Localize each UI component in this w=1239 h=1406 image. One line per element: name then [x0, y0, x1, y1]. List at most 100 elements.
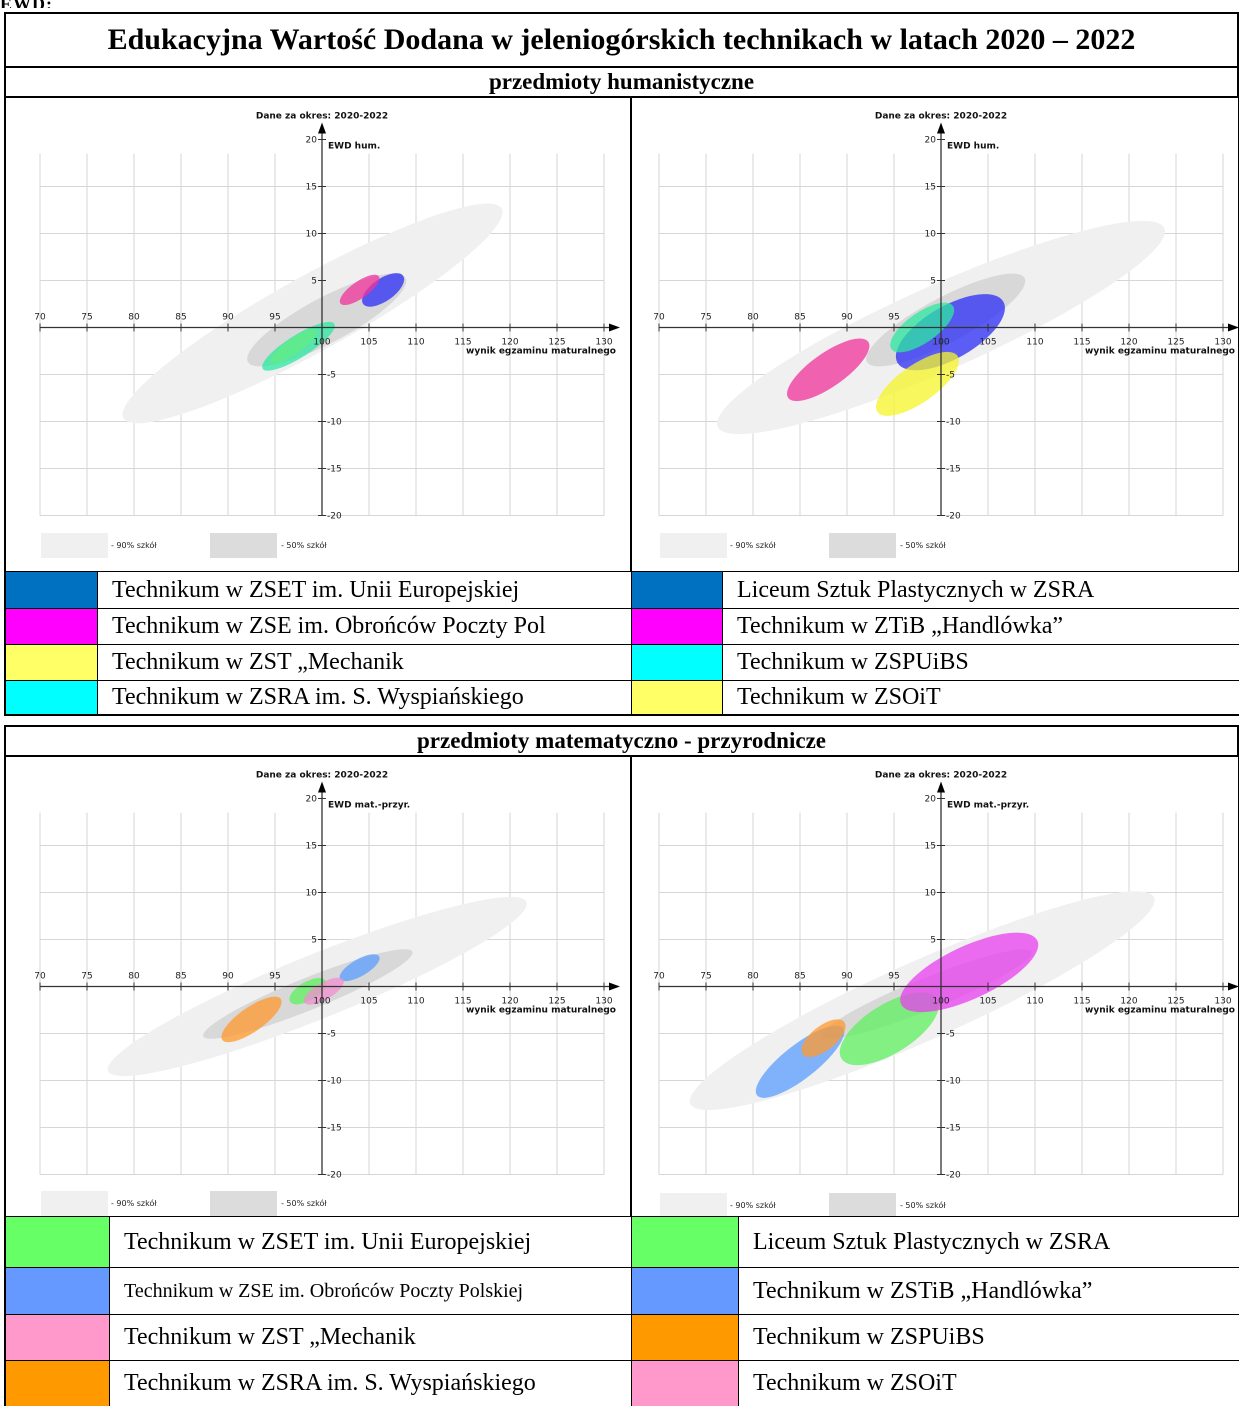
legend-row: Technikum w ZSRA im. S. Wyspiańskiego: [4, 1360, 631, 1406]
legend-label: Technikum w ZSE im. Obrońców Poczty Pols…: [124, 1279, 524, 1302]
x-tick-label: 120: [1120, 338, 1137, 348]
y-tick-label: 15: [925, 842, 936, 852]
y-tick-label: -5: [946, 371, 955, 381]
section-title-humanistic: przedmioty humanistyczne: [4, 66, 1239, 98]
chart-panel: 70 75 80 85 90 95 100 105 110 115 120 125 130 -20 -15-…: [631, 98, 1239, 571]
y-axis-arrow: [318, 122, 326, 134]
section-title-math: przedmioty matematyczno - przyrodnicze: [4, 725, 1239, 757]
legend-row: Technikum w ZSE im. Obrońców Poczty Pols…: [4, 1267, 631, 1314]
legend-label: Technikum w ZSET im. Unii Europejskiej: [112, 576, 520, 603]
x-tick-label: 85: [175, 313, 186, 323]
legend-label: Technikum w ZSRA im. S. Wyspiańskiego: [124, 1370, 536, 1396]
legend-row: Technikum w ZSE im. Obrońców Poczty Pol: [4, 608, 631, 644]
header-fragment: EWD:: [0, 0, 53, 8]
x-tick-label: 110: [1026, 997, 1043, 1007]
x-axis-label: wynik egzaminu maturalnego: [1085, 1006, 1235, 1016]
chart-panel: 70 75 80 85 90 95 100 105 110 115 120 125 130 -20 -15-…: [4, 98, 631, 571]
x-tick-label: 85: [794, 313, 805, 323]
legend-swatch: [632, 681, 723, 714]
legend-label: Technikum w ZSE im. Obrońców Poczty Pol: [112, 613, 546, 639]
y-tick-label: -20: [327, 512, 342, 522]
y-tick-label: -15: [946, 465, 961, 475]
x-tick-label: 80: [128, 313, 140, 323]
series-ellipse: [801, 1019, 846, 1058]
legend-50-label: - 50% szkół: [900, 540, 946, 550]
y-tick-label: -10: [327, 1077, 342, 1087]
legend-row: Technikum w ZST „Mechanik: [4, 644, 631, 680]
legend-row: Technikum w ZST „Mechanik: [4, 1314, 631, 1360]
series-ellipse: [362, 273, 405, 307]
legend-swatch: [632, 1315, 739, 1360]
y-tick-label: 20: [306, 795, 318, 805]
legend-swatch: [632, 1217, 739, 1267]
legend-swatch: [632, 645, 723, 680]
legend-90-swatch: [41, 533, 108, 558]
x-tick-label: 125: [548, 997, 565, 1007]
y-tick-label: 20: [306, 136, 318, 146]
x-tick-label: 75: [700, 972, 711, 982]
y-axis-arrow: [318, 781, 326, 793]
legend-swatch: [6, 609, 98, 644]
y-tick-label: -5: [327, 1030, 336, 1040]
chart-panel: 70 75 80 85 90 95 100 105 110 115 120 125 130 -20 -15-…: [4, 757, 631, 1216]
x-axis-label: wynik egzaminu maturalnego: [466, 1006, 616, 1016]
series-ellipse: [339, 274, 380, 306]
y-tick-label: 15: [925, 183, 936, 193]
series-ellipse: [262, 321, 335, 371]
chart-title: Dane za okres: 2020-2022: [875, 771, 1007, 781]
x-tick-label: 130: [1214, 338, 1231, 348]
x-tick-label: 70: [653, 313, 665, 323]
legend-label: Technikum w ZSTiB „Handlówka”: [753, 1277, 1093, 1304]
x-tick-label: 120: [501, 997, 518, 1007]
legend-label: Liceum Sztuk Plastycznych w ZSRA: [753, 1228, 1111, 1255]
y-tick-label: -5: [327, 371, 336, 381]
chart-title: Dane za okres: 2020-2022: [256, 112, 388, 122]
x-axis-arrow: [609, 323, 620, 332]
y-axis-label: EWD mat.-przyr.: [947, 801, 1029, 811]
legend-90-label: - 90% szkół: [730, 1200, 776, 1210]
legend-swatch: [6, 681, 98, 714]
y-tick-label: -15: [946, 1124, 961, 1134]
x-tick-label: 80: [747, 313, 759, 323]
x-tick-label: 115: [454, 338, 471, 348]
legend-label: Liceum Sztuk Plastycznych w ZSRA: [737, 576, 1095, 603]
legend-50-label: - 50% szkół: [281, 540, 327, 550]
x-axis-label: wynik egzaminu maturalnego: [1085, 347, 1235, 357]
series-ellipse: [303, 977, 344, 1005]
x-tick-label: 75: [700, 313, 711, 323]
series-ellipse: [221, 996, 282, 1043]
series-ellipse: [787, 338, 870, 402]
legend-swatch: [6, 1268, 110, 1314]
x-tick-label: 70: [653, 972, 665, 982]
y-tick-label: 15: [306, 842, 317, 852]
series-ellipse: [900, 932, 1039, 1013]
y-tick-label: -15: [327, 465, 342, 475]
y-tick-label: -20: [946, 1171, 961, 1181]
x-tick-label: 90: [222, 972, 234, 982]
x-tick-label: 105: [360, 338, 377, 348]
x-tick-label: 70: [34, 313, 46, 323]
legend-label: Technikum w ZTiB „Handlówka”: [737, 613, 1064, 639]
x-tick-label: 110: [407, 338, 424, 348]
legend-50-swatch: [210, 1191, 277, 1216]
x-tick-label: 90: [841, 313, 853, 323]
x-tick-label: 105: [360, 997, 377, 1007]
legend-label: Technikum w ZSRA im. S. Wyspiańskiego: [112, 684, 524, 710]
x-tick-label: 105: [979, 997, 996, 1007]
legend-row: Technikum w ZTiB „Handlówka”: [631, 608, 1239, 644]
legend-swatch: [632, 1268, 739, 1314]
y-tick-label: 5: [930, 936, 936, 946]
y-axis-label: EWD mat.-przyr.: [328, 801, 410, 811]
y-tick-label: -20: [327, 1171, 342, 1181]
y-tick-label: -20: [946, 512, 961, 522]
x-axis-arrow: [609, 982, 620, 991]
x-tick-label: 110: [407, 997, 424, 1007]
x-tick-label: 125: [1167, 338, 1184, 348]
x-tick-label: 115: [454, 997, 471, 1007]
x-tick-label: 120: [1120, 997, 1137, 1007]
legend-swatch: [6, 645, 98, 680]
legend-row: Technikum w ZSRA im. S. Wyspiańskiego: [4, 680, 631, 716]
